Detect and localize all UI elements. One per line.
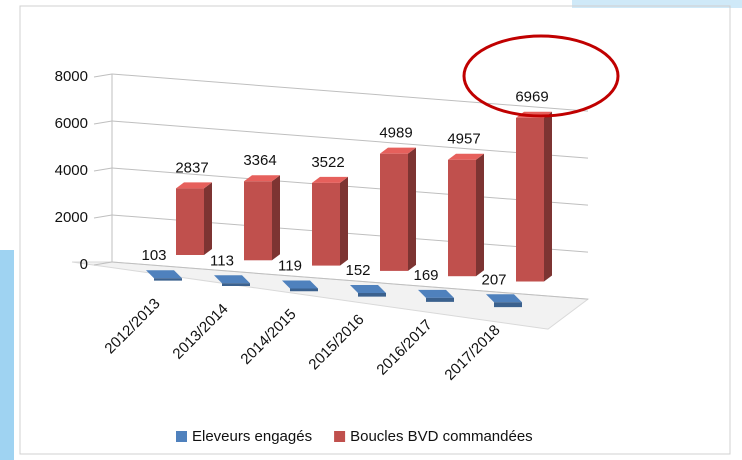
bar-side [272,175,280,261]
bar-side [476,153,484,277]
bar-front [448,159,476,277]
bar-front [176,188,204,255]
bar [418,289,454,302]
y-tick [93,261,113,266]
bar [312,176,348,266]
bar-front [380,153,408,271]
bar-side [340,176,348,266]
bar-top [244,175,280,182]
bar [146,270,182,281]
data-label: 4989 [379,125,412,142]
data-label: 119 [278,257,302,274]
y-tick [93,73,113,78]
y-tick [93,120,113,125]
data-label: 4957 [447,131,480,148]
y-tick [93,167,113,172]
bar-front [154,278,182,281]
bar-front [312,182,340,266]
bar-front [516,117,544,282]
bar-front [244,181,272,261]
bar-top [350,284,386,293]
data-label: 3522 [311,154,344,171]
bar [244,175,280,261]
y-tick [93,214,113,219]
grid-line [111,120,589,159]
bar-side [408,147,416,271]
chart-frame [19,5,731,455]
bar-front [222,283,250,286]
data-label: 2837 [175,159,208,176]
bar-front [494,302,522,308]
bar [516,111,552,282]
bar-front [426,297,454,302]
data-label: 6969 [515,89,548,106]
bar-side [204,182,212,255]
bar-top [176,182,212,189]
bar-side [544,111,552,282]
legend-label: Eleveurs engagés [192,428,312,445]
y-tick-label: 4000 [55,162,88,179]
bar-top [312,176,348,183]
bar-front [358,292,386,297]
data-label: 207 [481,271,506,288]
top-decoration [572,0,742,8]
bar-front [290,288,318,292]
bar [448,153,484,277]
grid-line [111,73,589,112]
grid-line [111,261,589,300]
legend-label: Boucles BVD commandées [350,428,533,445]
grid-line [111,167,589,206]
bar-top [380,147,416,154]
data-label: 103 [141,247,166,264]
plot-area: 0 2000 4000 6000 8000 2837 3364 3522 4989 4957 696… [55,68,590,445]
side-decoration [0,250,14,460]
legend-swatch [334,431,346,442]
y-tick-label: 6000 [55,115,88,132]
bar-top [486,294,522,303]
data-label: 113 [210,252,234,269]
bar [282,280,318,292]
bar-top [418,289,454,298]
data-label: 3364 [243,152,276,169]
bar [350,284,386,297]
bar [176,182,212,255]
legend-swatch [176,431,187,442]
highlight-ellipse [462,34,620,118]
bar-top [214,275,250,284]
bar [380,147,416,271]
bar [214,275,250,286]
data-label: 169 [413,267,438,284]
bar-top [146,270,182,279]
bar-top [448,153,484,160]
y-tick-label: 8000 [55,68,88,85]
bar [486,294,522,308]
y-tick-label: 0 [80,256,88,273]
data-label: 152 [345,262,370,279]
y-tick-label: 2000 [55,209,88,226]
bar-top [282,280,318,289]
